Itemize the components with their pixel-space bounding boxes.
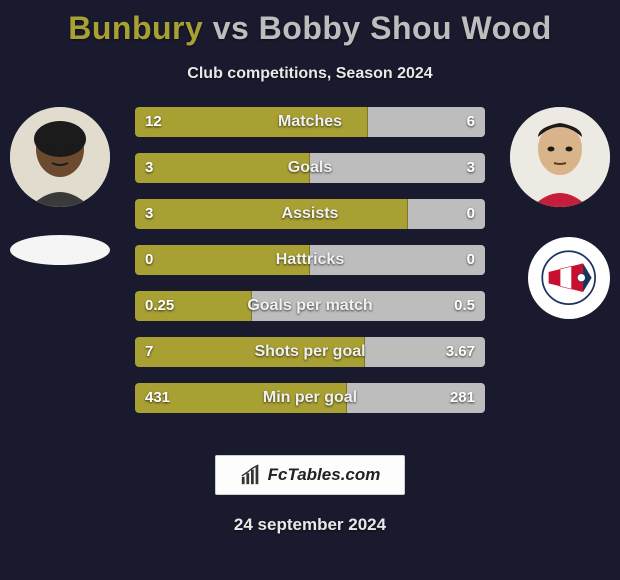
player2-team-logo [528,237,610,319]
vs-label: vs [213,10,250,46]
brand-badge: FcTables.com [215,455,405,495]
date-label: 24 september 2024 [0,515,620,535]
player1-avatar [10,107,110,207]
player2-avatar [510,107,610,207]
metric-label: Goals per match [135,291,485,321]
comparison-title: Bunbury vs Bobby Shou Wood [0,0,620,47]
metric-label: Matches [135,107,485,137]
metric-row: 73.67Shots per goal [135,337,485,367]
metric-label: Hattricks [135,245,485,275]
metric-bars: 126Matches 33Goals 30Assists 00Hattricks 0.2… [135,107,485,429]
metric-row: 00Hattricks [135,245,485,275]
metric-row: 30Assists [135,199,485,229]
metric-row: 0.250.5Goals per match [135,291,485,321]
metric-label: Assists [135,199,485,229]
metric-row: 126Matches [135,107,485,137]
player1-team-logo [10,235,110,265]
metric-row: 33Goals [135,153,485,183]
subtitle: Club competitions, Season 2024 [0,65,620,83]
metric-label: Shots per goal [135,337,485,367]
brand-text: FcTables.com [268,465,381,485]
metric-label: Goals [135,153,485,183]
player1-name: Bunbury [68,10,203,46]
chart-icon [240,464,262,486]
player2-name: Bobby Shou Wood [259,10,552,46]
comparison-panel: 126Matches 33Goals 30Assists 00Hattricks 0.2… [0,107,620,427]
metric-label: Min per goal [135,383,485,413]
metric-row: 431281Min per goal [135,383,485,413]
